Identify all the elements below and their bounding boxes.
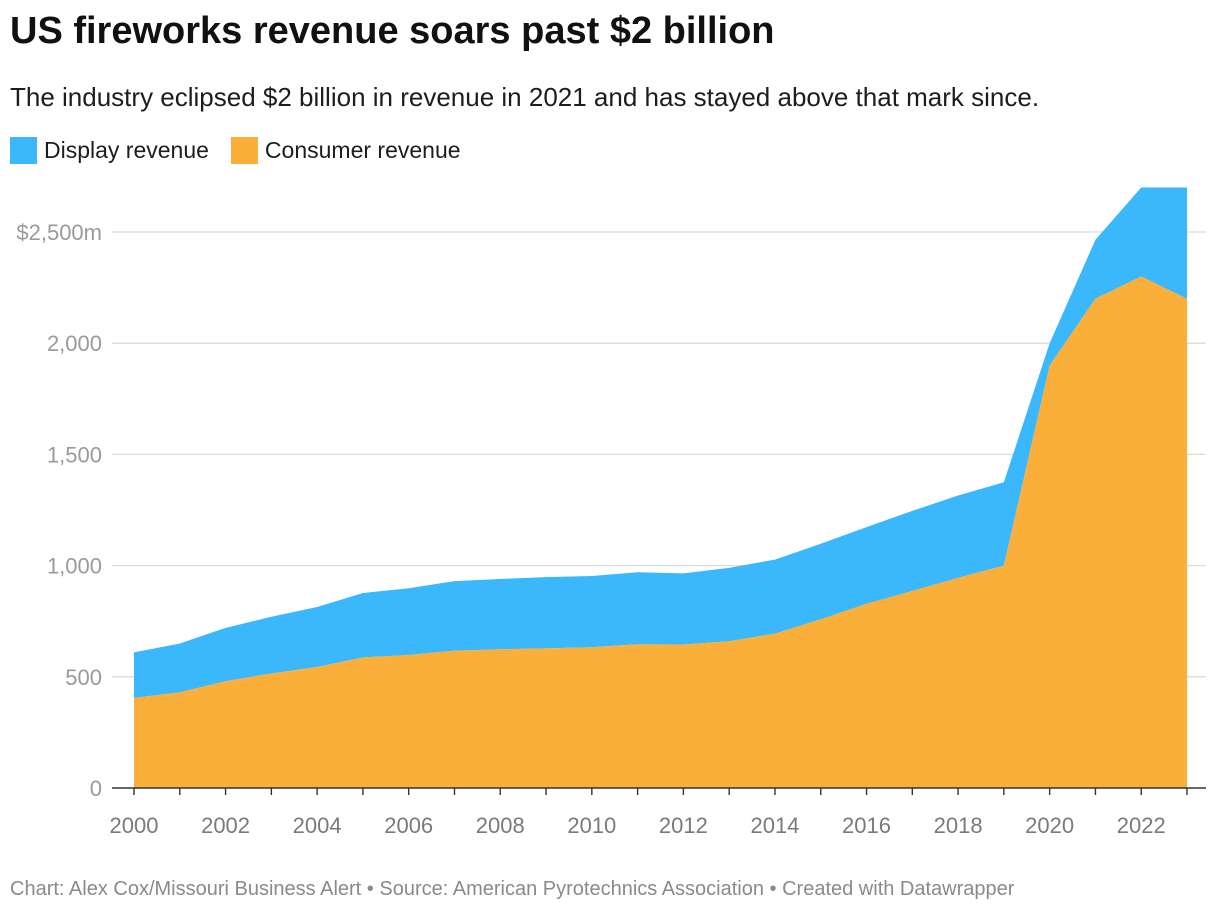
y-tick-labels: 0 500 1,000 1,500 2,000 $2,500m	[16, 220, 102, 801]
area-display-revenue	[134, 187, 1187, 698]
chart-footer: Chart: Alex Cox/Missouri Business Alert …	[10, 878, 1015, 900]
area-consumer-revenue	[134, 276, 1187, 788]
x-tick-labels: 2000 2002 2004 2006 2008 2010 2012 2014 2016 2018…	[110, 813, 1166, 838]
y-tick-label: 500	[65, 665, 102, 690]
stacked-areas	[134, 187, 1187, 788]
x-tick-label: 2004	[293, 813, 342, 838]
y-tick-label: $2,500m	[16, 220, 102, 245]
legend-label-consumer: Consumer revenue	[264, 137, 461, 163]
x-tick-label: 2008	[476, 813, 525, 838]
x-tick-label: 2014	[750, 813, 799, 838]
x-tick-label: 2020	[1025, 813, 1074, 838]
x-tick-label: 2016	[842, 813, 891, 838]
x-tick-label: 2010	[567, 813, 616, 838]
legend-item-display: Display revenue	[10, 137, 209, 164]
x-tick-label: 2002	[201, 813, 250, 838]
x-tick-label: 2006	[384, 813, 433, 838]
y-tick-label: 0	[90, 776, 102, 801]
legend-swatch-consumer	[230, 137, 258, 164]
x-tick-label: 2000	[110, 813, 159, 838]
y-tick-label: 1,000	[47, 554, 102, 579]
x-tick-label: 2018	[934, 813, 983, 838]
legend-item-consumer: Consumer revenue	[230, 137, 461, 164]
legend: Display revenue Consumer revenue	[10, 137, 483, 164]
axes	[112, 787, 1206, 795]
legend-label-display: Display revenue	[44, 137, 209, 163]
y-tick-label: 1,500	[47, 442, 102, 467]
chart-title: US fireworks revenue soars past $2 billi…	[10, 10, 775, 52]
chart-subtitle: The industry eclipsed $2 billion in reve…	[10, 82, 1040, 112]
x-tick-label: 2012	[659, 813, 708, 838]
legend-swatch-display	[10, 137, 37, 164]
x-tick-label: 2022	[1117, 813, 1166, 838]
y-tick-label: 2,000	[47, 331, 102, 356]
